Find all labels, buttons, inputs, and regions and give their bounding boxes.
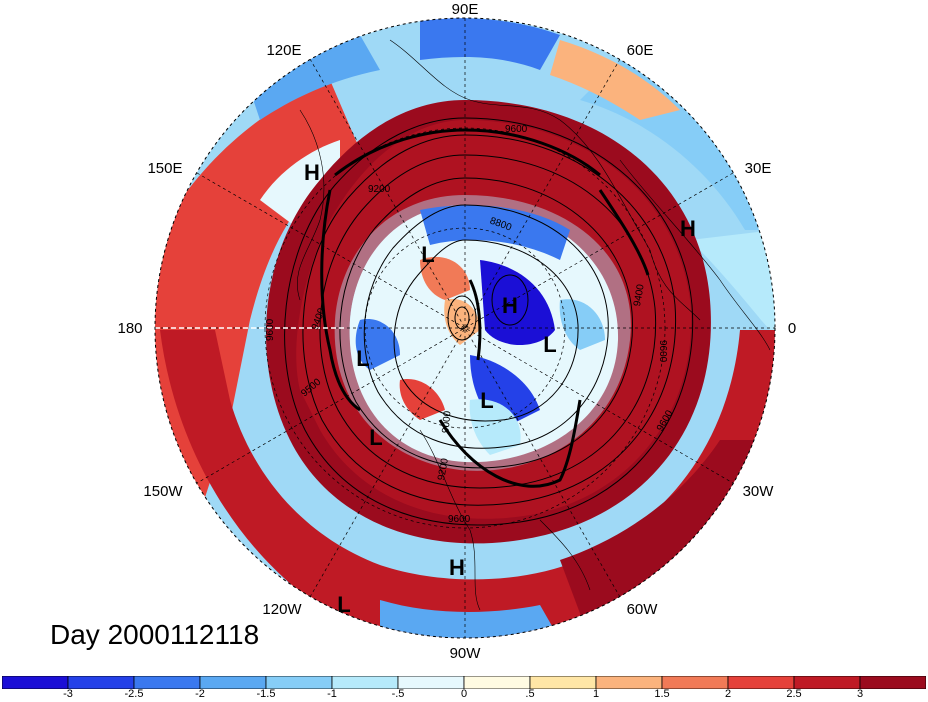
contour-label: 9600 xyxy=(265,318,276,341)
lon-label-150e: 150E xyxy=(147,160,182,177)
colorbar-swatch xyxy=(661,676,729,689)
colorbar-swatch xyxy=(265,676,333,689)
pressure-center-low: L xyxy=(421,242,434,267)
pressure-center-high: H xyxy=(502,293,518,318)
colorbar-swatch xyxy=(859,676,926,689)
pressure-center-low: L xyxy=(369,425,382,450)
lon-label-90e: 90E xyxy=(452,1,479,18)
lon-label-0: 0 xyxy=(788,320,796,337)
colorbar-swatch xyxy=(331,676,399,689)
lon-label-30w: 30W xyxy=(743,483,775,500)
colorbar-tick-label: 2.5 xyxy=(786,688,802,700)
colorbar-swatch xyxy=(595,676,663,689)
pressure-center-high: H xyxy=(680,216,696,241)
graticule xyxy=(155,18,775,638)
pressure-center-high: H xyxy=(304,160,320,185)
colorbar-tick-label: 1 xyxy=(592,688,600,700)
day-title: Day 2000112118 xyxy=(50,619,260,650)
polar-map: 9600 9600 9600 9600 9600 9400 9400 9200 … xyxy=(117,1,796,662)
lon-label-150w: 150W xyxy=(143,483,183,500)
colorbar-tick-label: 1.5 xyxy=(654,688,670,700)
lon-label-180: 180 xyxy=(117,320,142,337)
colorbar-tick-label: -1.5 xyxy=(256,688,276,700)
colorbar-tick-label: -2.5 xyxy=(124,688,144,700)
map-boundary xyxy=(154,17,776,639)
colorbar-swatch xyxy=(529,676,597,689)
pressure-center-high: H xyxy=(449,555,465,580)
pressure-center-low: L xyxy=(356,346,369,371)
colorbar-swatch xyxy=(133,676,201,689)
colorbar-tick-label: -2 xyxy=(195,688,205,700)
contour-label: 9200 xyxy=(436,457,451,481)
colorbar-swatch xyxy=(397,676,465,689)
colorbar-swatch xyxy=(463,676,531,689)
colorbar-swatch xyxy=(727,676,795,689)
colorbar-tick-label: -1 xyxy=(327,688,337,700)
contour-label: 9600 xyxy=(657,340,668,363)
anomaly-field xyxy=(155,18,775,638)
longitude-labels: 90E 60E 120E 30E 150E 180 0 150W 30W 120… xyxy=(117,1,796,662)
pressure-center-low: L xyxy=(337,592,350,617)
lon-label-120w: 120W xyxy=(262,601,302,618)
lon-label-90w: 90W xyxy=(450,645,482,662)
contour-label: 9200 xyxy=(368,184,391,195)
coastlines xyxy=(296,39,771,611)
lon-label-60w: 60W xyxy=(627,601,659,618)
pressure-center-low: L xyxy=(480,388,493,413)
contour-label: 9400 xyxy=(632,283,647,307)
contour-label: 9600 xyxy=(505,124,528,135)
colorbar-tick-label: .5 xyxy=(525,688,535,700)
colorbar-tick-label: 0 xyxy=(460,688,468,700)
pressure-center-low: L xyxy=(543,332,556,357)
colorbar-tick-label: -.5 xyxy=(391,688,405,700)
colorbar-tick-label: -3 xyxy=(63,688,73,700)
pressure-centers: H L H L L L H L H L xyxy=(304,160,696,617)
lon-label-60e: 60E xyxy=(627,42,654,59)
contour-label: 9600 xyxy=(448,514,471,525)
colorbar xyxy=(2,676,926,689)
colorbar-swatch xyxy=(2,676,69,689)
lon-label-30e: 30E xyxy=(745,160,772,177)
colorbar-tick-label: 3 xyxy=(856,688,864,700)
colorbar-tick-label: 2 xyxy=(724,688,732,700)
colorbar-swatch xyxy=(793,676,861,689)
contour-label: 9000 xyxy=(441,410,454,434)
lon-label-120e: 120E xyxy=(266,42,301,59)
